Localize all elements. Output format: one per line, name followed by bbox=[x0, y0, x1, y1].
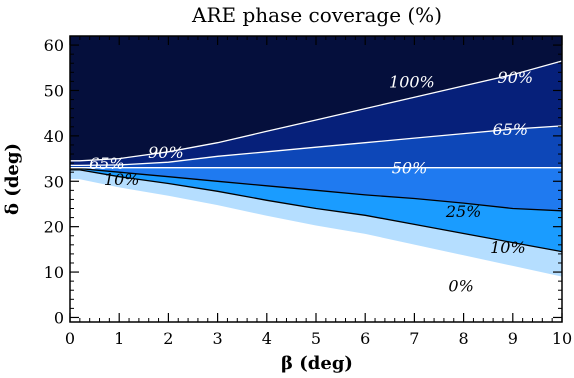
contour-label: 10% bbox=[104, 170, 140, 189]
x-tick-label: 2 bbox=[163, 329, 173, 348]
x-tick-label: 7 bbox=[409, 329, 419, 348]
x-tick-label: 5 bbox=[311, 329, 321, 348]
x-tick-label: 6 bbox=[360, 329, 370, 348]
y-tick-label: 0 bbox=[54, 308, 64, 327]
x-tick-label: 8 bbox=[459, 329, 469, 348]
contour-line-25 bbox=[70, 167, 562, 212]
y-tick-label: 40 bbox=[44, 127, 64, 146]
contour-label: 0% bbox=[448, 277, 473, 296]
contour-label: 90% bbox=[148, 143, 184, 162]
y-axis-label: δ (deg) bbox=[2, 143, 23, 215]
contour-line-10 bbox=[70, 169, 562, 253]
contour-label: 90% bbox=[498, 68, 534, 87]
contour-label: 10% bbox=[490, 238, 526, 257]
band-10-25 bbox=[70, 168, 562, 252]
y-tick-label: 20 bbox=[44, 218, 64, 237]
x-tick-label: 4 bbox=[262, 329, 272, 348]
y-tick-label: 50 bbox=[44, 81, 64, 100]
plot-area: 100% 90% 90% 65% 65% 50% 10% 25% 10% 0% bbox=[69, 35, 563, 323]
x-tick-label: 9 bbox=[508, 329, 518, 348]
contour-label: 25% bbox=[445, 202, 482, 221]
contour-line-65 bbox=[70, 125, 562, 167]
x-tick-label: 1 bbox=[114, 329, 124, 348]
contour-line-90 bbox=[70, 60, 562, 162]
y-tick-label: 30 bbox=[44, 172, 64, 191]
contour-label: 100% bbox=[389, 72, 435, 91]
x-axis: 0 1 2 3 4 5 6 7 8 9 10 bbox=[65, 36, 572, 348]
contour-label: 65% bbox=[493, 120, 529, 139]
y-axis: 0 10 20 30 40 50 60 bbox=[44, 35, 562, 327]
contour-label: 65% bbox=[89, 154, 125, 173]
band-90-100 bbox=[70, 36, 562, 161]
x-axis-label: β (deg) bbox=[281, 353, 353, 374]
contour-label: 50% bbox=[392, 159, 428, 178]
band-0-10 bbox=[70, 169, 562, 277]
band-65-90 bbox=[70, 61, 562, 166]
x-tick-label: 10 bbox=[552, 329, 572, 348]
x-tick-label: 0 bbox=[65, 329, 75, 348]
x-tick-label: 3 bbox=[213, 329, 223, 348]
chart-title: ARE phase coverage (%) bbox=[191, 3, 442, 27]
y-tick-label: 10 bbox=[44, 263, 64, 282]
y-tick-label: 60 bbox=[44, 36, 64, 55]
